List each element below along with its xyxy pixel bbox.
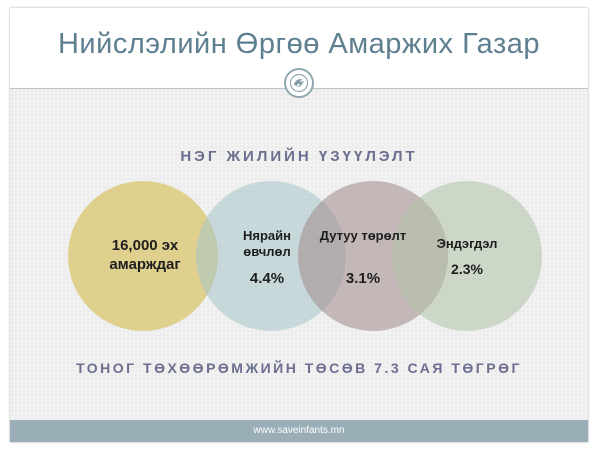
stat-value-mortality: 2.3% xyxy=(451,261,483,277)
stat-value-infant-illness: 4.4% xyxy=(249,270,285,287)
stat-label-mortality: Эндэгдэл xyxy=(436,236,498,251)
footer-link[interactable]: www.saveinfants.mn xyxy=(253,425,345,436)
stat-label-mothers: 16,000 эх амарждаг xyxy=(109,237,181,273)
section-heading: НЭГ ЖИЛИЙН ҮЗҮҮЛЭЛТ xyxy=(180,148,418,165)
hands-emblem-icon xyxy=(284,68,314,98)
stat-value-premature: 3.1% xyxy=(345,270,381,287)
slide: Нийслэлийн Өргөө Амаржих Газар НЭГ ЖИЛИЙ… xyxy=(10,8,588,442)
budget-statement: ТОНОГ ТӨХӨӨРӨМЖИЙН ТӨСӨВ 7.3 САЯ ТӨГРӨГ xyxy=(76,360,522,376)
stat-circle-mothers xyxy=(68,181,218,331)
stat-label-premature: Дутуу төрөлт xyxy=(319,228,407,243)
footer: www.saveinfants.mn xyxy=(10,420,588,442)
stat-circle-mortality xyxy=(392,181,542,331)
stat-label-infant-illness: Нярайн өвчлөл xyxy=(243,228,291,259)
page-title: Нийслэлийн Өргөө Амаржих Газар xyxy=(57,28,541,60)
